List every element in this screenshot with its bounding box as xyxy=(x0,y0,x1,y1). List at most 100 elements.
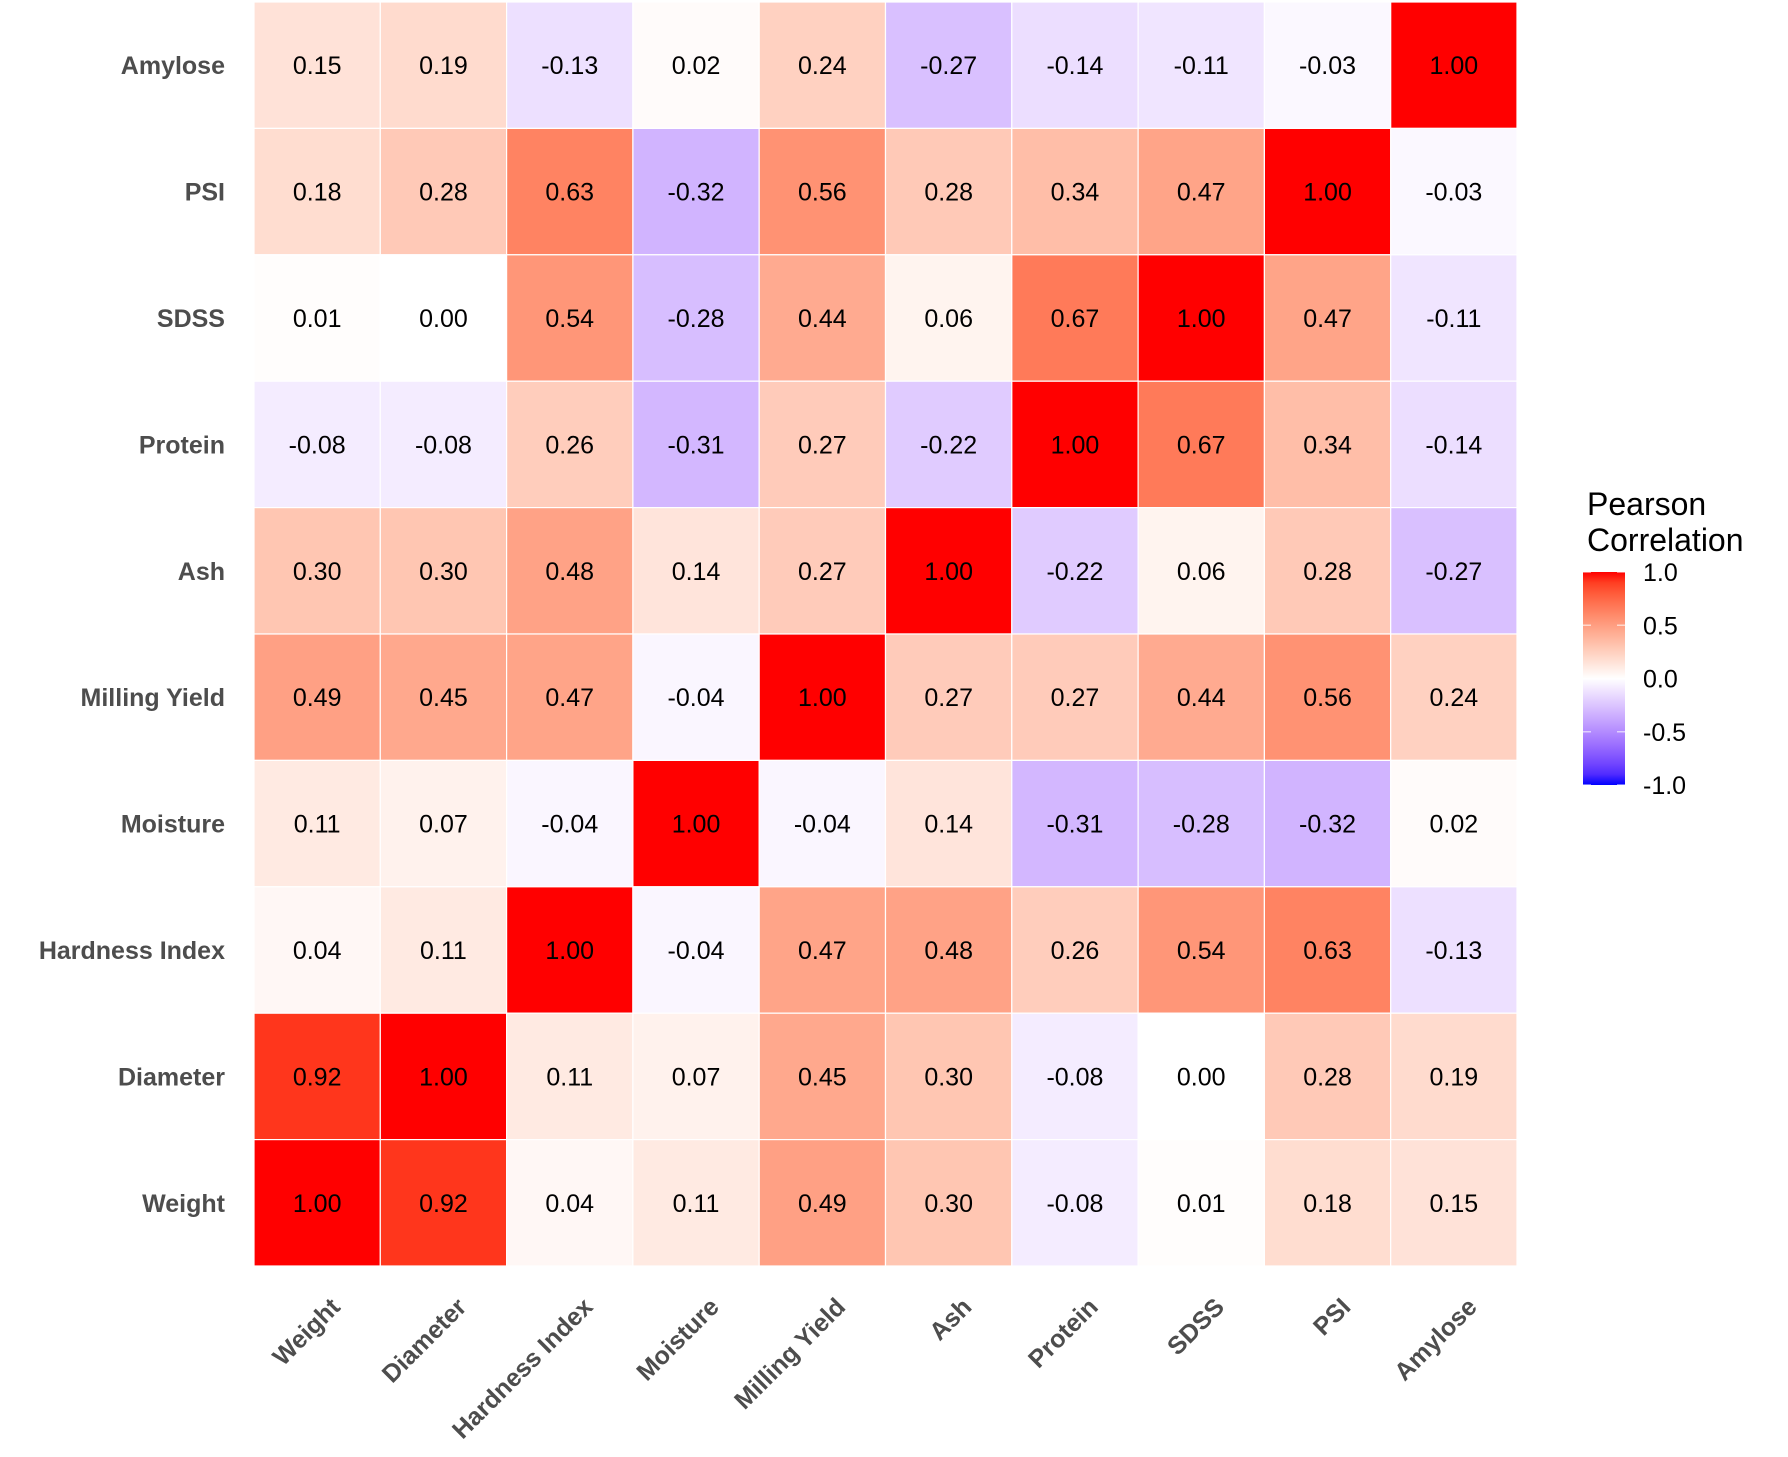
heatmap-cell xyxy=(506,633,634,762)
heatmap-cell xyxy=(632,1,760,130)
x-tick-label: Milling Yield xyxy=(729,1293,851,1415)
heatmap-cell xyxy=(758,254,887,382)
cell-value-label: 0.19 xyxy=(419,52,468,80)
cell-value-label: 0.30 xyxy=(924,1190,973,1218)
heatmap-cell xyxy=(884,127,1013,256)
heatmap-cell xyxy=(1390,1,1518,130)
legend-title-line-1: Pearson xyxy=(1587,486,1706,522)
heatmap-cell xyxy=(884,507,1013,635)
heatmap-cell xyxy=(379,127,508,256)
cell-value-label: -0.04 xyxy=(668,684,725,712)
cell-value-label: 0.47 xyxy=(545,684,594,712)
heatmap-cell xyxy=(758,127,887,256)
heatmap-cell xyxy=(1137,886,1265,1014)
heatmap-cell xyxy=(253,1012,381,1141)
cell-value-label: 1.00 xyxy=(293,1190,342,1218)
cell-value-label: 0.28 xyxy=(1303,1063,1352,1091)
heatmap-cell xyxy=(1263,886,1392,1014)
y-tick-label: Ash xyxy=(178,558,225,586)
cell-value-label: 0.11 xyxy=(546,1063,593,1091)
cell-value-label: -0.04 xyxy=(668,937,725,965)
heatmap-cell xyxy=(884,633,1013,762)
cell-value-label: 0.01 xyxy=(1177,1190,1226,1218)
x-tick-label: SDSS xyxy=(1162,1293,1230,1361)
heatmap-cell xyxy=(758,1138,887,1267)
legend-tick-label: 0.5 xyxy=(1643,612,1678,640)
heatmap-cell xyxy=(1390,127,1518,256)
cell-value-label: -0.32 xyxy=(668,179,725,207)
cell-value-label: 1.00 xyxy=(672,811,721,839)
heatmap-cell xyxy=(506,127,634,256)
y-tick-label: SDSS xyxy=(157,305,225,333)
heatmap-cell xyxy=(1137,254,1265,382)
cell-value-label: -0.11 xyxy=(1426,305,1481,333)
heatmap-cell xyxy=(1263,1012,1392,1141)
cell-value-label: -0.08 xyxy=(1046,1063,1103,1091)
heatmap-cell xyxy=(1137,759,1265,888)
heatmap-cell xyxy=(1011,254,1139,382)
heatmap-cell xyxy=(884,1138,1013,1267)
cell-value-label: -0.11 xyxy=(1174,52,1229,80)
cell-value-label: 0.14 xyxy=(924,811,973,839)
cell-value-label: 0.27 xyxy=(798,558,847,586)
cell-value-label: 0.67 xyxy=(1051,305,1100,333)
heatmap-cell xyxy=(1390,886,1518,1014)
cell-value-label: 0.48 xyxy=(545,558,594,586)
cell-value-label: 0.24 xyxy=(798,52,847,80)
heatmap-cell xyxy=(1011,127,1139,256)
heatmap-cell xyxy=(1011,507,1139,635)
cell-value-label: 0.30 xyxy=(419,558,468,586)
cell-value-label: 0.14 xyxy=(672,558,721,586)
cell-value-label: 0.44 xyxy=(1177,684,1226,712)
cell-value-label: 0.30 xyxy=(924,1063,973,1091)
cell-value-label: -0.28 xyxy=(668,305,725,333)
cell-value-label: 0.49 xyxy=(293,684,342,712)
legend-ticks: 1.0 0.5 0.0 -0.5 -1.0 xyxy=(1583,559,1686,800)
cell-value-label: -0.03 xyxy=(1425,179,1482,207)
legend-tick-label: -1.0 xyxy=(1643,772,1686,800)
cell-value-label: 0.63 xyxy=(545,179,594,207)
heatmap-cell xyxy=(1390,507,1518,635)
heatmap-cell xyxy=(1011,633,1139,762)
cell-value-label: 0.06 xyxy=(1177,558,1226,586)
heatmap-cell xyxy=(379,1012,508,1141)
heatmap-cell xyxy=(884,759,1013,888)
cell-value-label: 0.15 xyxy=(293,52,342,80)
heatmap-cell xyxy=(1263,507,1392,635)
x-tick-label: Amylose xyxy=(1389,1293,1483,1387)
cell-value-label: -0.04 xyxy=(794,811,851,839)
heatmap-cell xyxy=(1390,1138,1518,1267)
cell-value-label: 0.11 xyxy=(420,937,467,965)
heatmap-cell xyxy=(758,507,887,635)
cell-value-label: 0.02 xyxy=(672,52,721,80)
heatmap-cell xyxy=(506,507,634,635)
heatmap-cell xyxy=(1011,759,1139,888)
legend-title-line-2: Correlation xyxy=(1587,522,1744,558)
cell-value-label: -0.08 xyxy=(415,431,472,459)
heatmap-cell xyxy=(758,886,887,1014)
cell-value-label: 0.27 xyxy=(924,684,973,712)
y-tick-label: PSI xyxy=(185,179,225,207)
heatmap-cell xyxy=(1137,127,1265,256)
heatmap-cell xyxy=(1011,886,1139,1014)
legend-tick-label: -0.5 xyxy=(1643,719,1686,747)
cell-value-label: 0.67 xyxy=(1177,431,1226,459)
heatmap-cell xyxy=(1011,1012,1139,1141)
cell-value-label: 0.56 xyxy=(798,179,847,207)
cell-value-label: 0.11 xyxy=(294,811,341,839)
heatmap-cell xyxy=(1263,254,1392,382)
heatmap-cell xyxy=(379,886,508,1014)
cell-value-label: 0.27 xyxy=(798,431,847,459)
cell-value-label: -0.03 xyxy=(1299,52,1356,80)
cell-value-label: 1.00 xyxy=(419,1063,468,1091)
heatmap-cell xyxy=(1137,1138,1265,1267)
heatmap-cell xyxy=(1137,507,1265,635)
heatmap-cell xyxy=(632,759,760,888)
heatmap-cell xyxy=(758,1012,887,1141)
cell-value-label: -0.31 xyxy=(1046,811,1103,839)
cell-value-label: -0.22 xyxy=(1046,558,1103,586)
cell-value-label: -0.32 xyxy=(1299,811,1356,839)
heatmap-cell xyxy=(379,759,508,888)
cell-value-label: 0.26 xyxy=(545,431,594,459)
